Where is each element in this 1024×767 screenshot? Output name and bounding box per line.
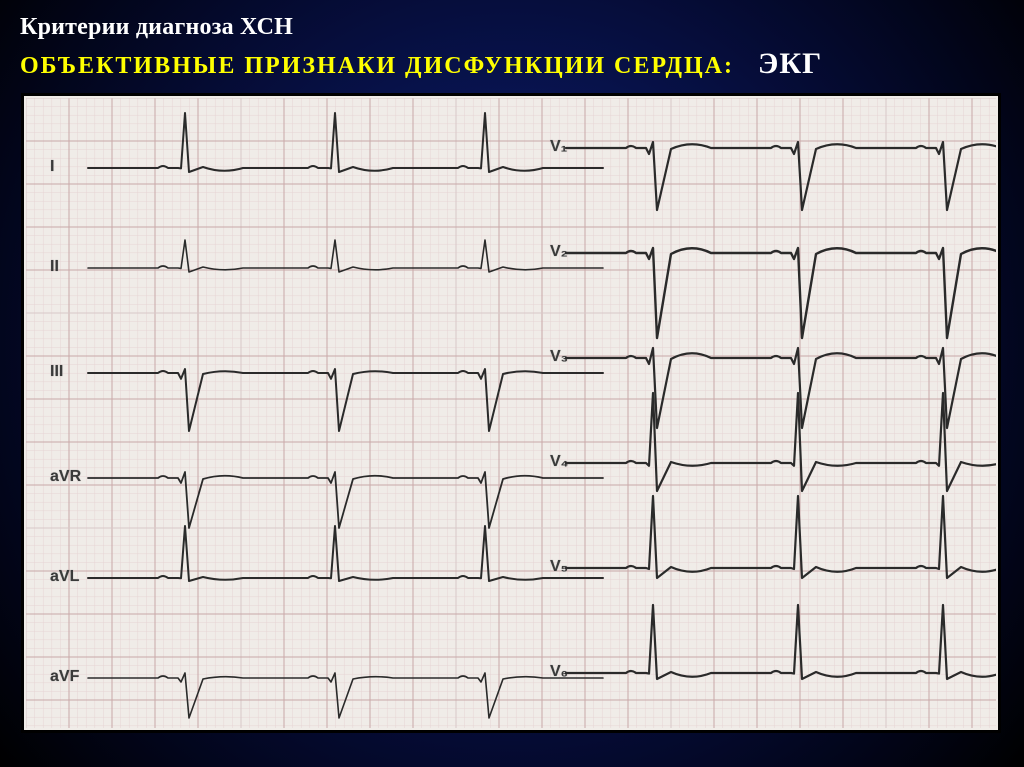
- title-line-2: ОБЪЕКТИВНЫЕ ПРИЗНАКИ ДИСФУНКЦИИ СЕРДЦА: …: [20, 47, 1004, 81]
- lead-label-II: II: [50, 258, 59, 276]
- title-block: Критерии диагноза ХСН ОБЪЕКТИВНЫЕ ПРИЗНА…: [20, 14, 1004, 81]
- lead-label-aVF: aVF: [50, 668, 79, 686]
- lead-label-V: V₁: [550, 138, 567, 156]
- lead-trace-aVF: [88, 578, 538, 728]
- lead-label-aVR: aVR: [50, 468, 81, 486]
- subtitle-yellow: ОБЪЕКТИВНЫЕ ПРИЗНАКИ ДИСФУНКЦИИ СЕРДЦА: [20, 53, 724, 79]
- lead-label-aVL: aVL: [50, 568, 79, 586]
- ecg-paper: IIIIIIaVRaVLaVFV₁V₂V₃V₄V₅V₆: [26, 98, 996, 728]
- subtitle-ekg: ЭКГ: [758, 47, 822, 80]
- slide-root: Критерии диагноза ХСН ОБЪЕКТИВНЫЕ ПРИЗНА…: [0, 0, 1024, 767]
- title-line-1: Критерии диагноза ХСН: [20, 14, 1004, 41]
- ecg-frame: IIIIIIaVRaVLaVFV₁V₂V₃V₄V₅V₆: [21, 93, 1001, 733]
- lead-trace-V: [566, 573, 996, 728]
- subtitle-colon: :: [724, 53, 734, 79]
- lead-label-I: I: [50, 158, 54, 176]
- lead-label-III: III: [50, 363, 63, 381]
